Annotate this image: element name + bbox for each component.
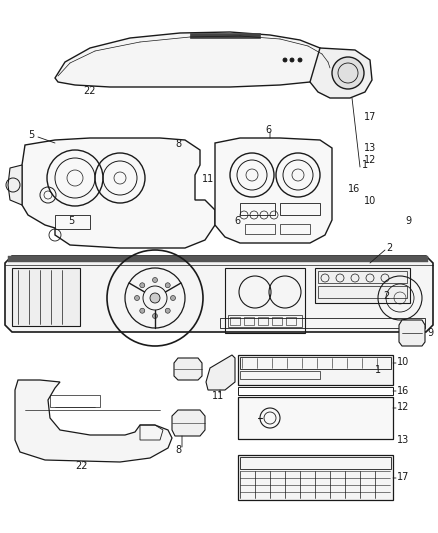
Text: 22: 22 <box>83 86 96 95</box>
Polygon shape <box>15 380 172 462</box>
Bar <box>318 286 407 298</box>
Bar <box>240 371 320 379</box>
Circle shape <box>283 58 287 62</box>
Text: 10: 10 <box>364 197 376 206</box>
Circle shape <box>150 293 160 303</box>
Bar <box>230 317 240 325</box>
Text: 9: 9 <box>427 328 433 338</box>
Text: 12: 12 <box>364 155 376 165</box>
Bar <box>225 268 305 333</box>
Polygon shape <box>5 256 433 332</box>
Bar <box>55 215 90 229</box>
Text: 13: 13 <box>364 143 376 153</box>
Bar <box>238 397 393 439</box>
Text: 8: 8 <box>175 139 181 149</box>
Bar <box>272 317 282 325</box>
Bar <box>238 387 393 395</box>
Bar <box>220 318 425 328</box>
Circle shape <box>170 295 176 301</box>
Text: 12: 12 <box>397 402 410 412</box>
Text: 9: 9 <box>405 216 411 226</box>
Bar <box>190 33 260 38</box>
Text: 16: 16 <box>397 386 409 396</box>
Polygon shape <box>8 165 22 205</box>
Bar <box>240 203 275 215</box>
Text: 5: 5 <box>68 216 74 226</box>
Text: 11: 11 <box>201 174 214 183</box>
Polygon shape <box>55 32 335 87</box>
Circle shape <box>165 283 170 288</box>
Bar <box>280 224 310 234</box>
Circle shape <box>290 58 294 62</box>
Bar <box>245 224 275 234</box>
Circle shape <box>140 283 145 288</box>
Text: 8: 8 <box>175 445 181 455</box>
Text: 10: 10 <box>397 357 409 367</box>
Text: 17: 17 <box>364 112 376 122</box>
Bar <box>238 455 393 500</box>
Bar <box>318 271 407 283</box>
Text: 2: 2 <box>383 291 389 301</box>
Text: 16: 16 <box>348 184 360 194</box>
Polygon shape <box>215 138 332 243</box>
Bar <box>286 317 296 325</box>
Text: 2: 2 <box>386 243 392 253</box>
Circle shape <box>332 57 364 89</box>
Polygon shape <box>399 320 425 346</box>
Circle shape <box>140 308 145 313</box>
Bar <box>315 268 410 303</box>
Bar <box>240 457 391 469</box>
Polygon shape <box>174 358 202 380</box>
Text: 13: 13 <box>397 435 409 445</box>
Circle shape <box>134 295 139 301</box>
Circle shape <box>152 278 158 282</box>
Text: 11: 11 <box>212 391 224 401</box>
Text: 17: 17 <box>397 472 410 482</box>
Polygon shape <box>310 48 372 98</box>
Bar <box>258 317 268 325</box>
Circle shape <box>152 313 158 319</box>
Circle shape <box>165 308 170 313</box>
Circle shape <box>298 58 302 62</box>
Bar <box>244 317 254 325</box>
Polygon shape <box>22 138 215 248</box>
Text: 22: 22 <box>75 461 88 471</box>
Bar <box>12 268 80 326</box>
Text: 1: 1 <box>374 366 381 375</box>
Text: 5: 5 <box>28 130 34 140</box>
Polygon shape <box>172 410 205 436</box>
Text: 1: 1 <box>362 160 368 170</box>
Bar <box>50 395 100 407</box>
Bar <box>238 355 393 385</box>
Bar <box>228 315 302 327</box>
Bar <box>8 256 428 262</box>
Bar <box>280 203 320 215</box>
Polygon shape <box>206 355 235 390</box>
Bar <box>240 357 391 369</box>
Text: 6: 6 <box>234 216 240 226</box>
Text: 6: 6 <box>265 125 271 135</box>
